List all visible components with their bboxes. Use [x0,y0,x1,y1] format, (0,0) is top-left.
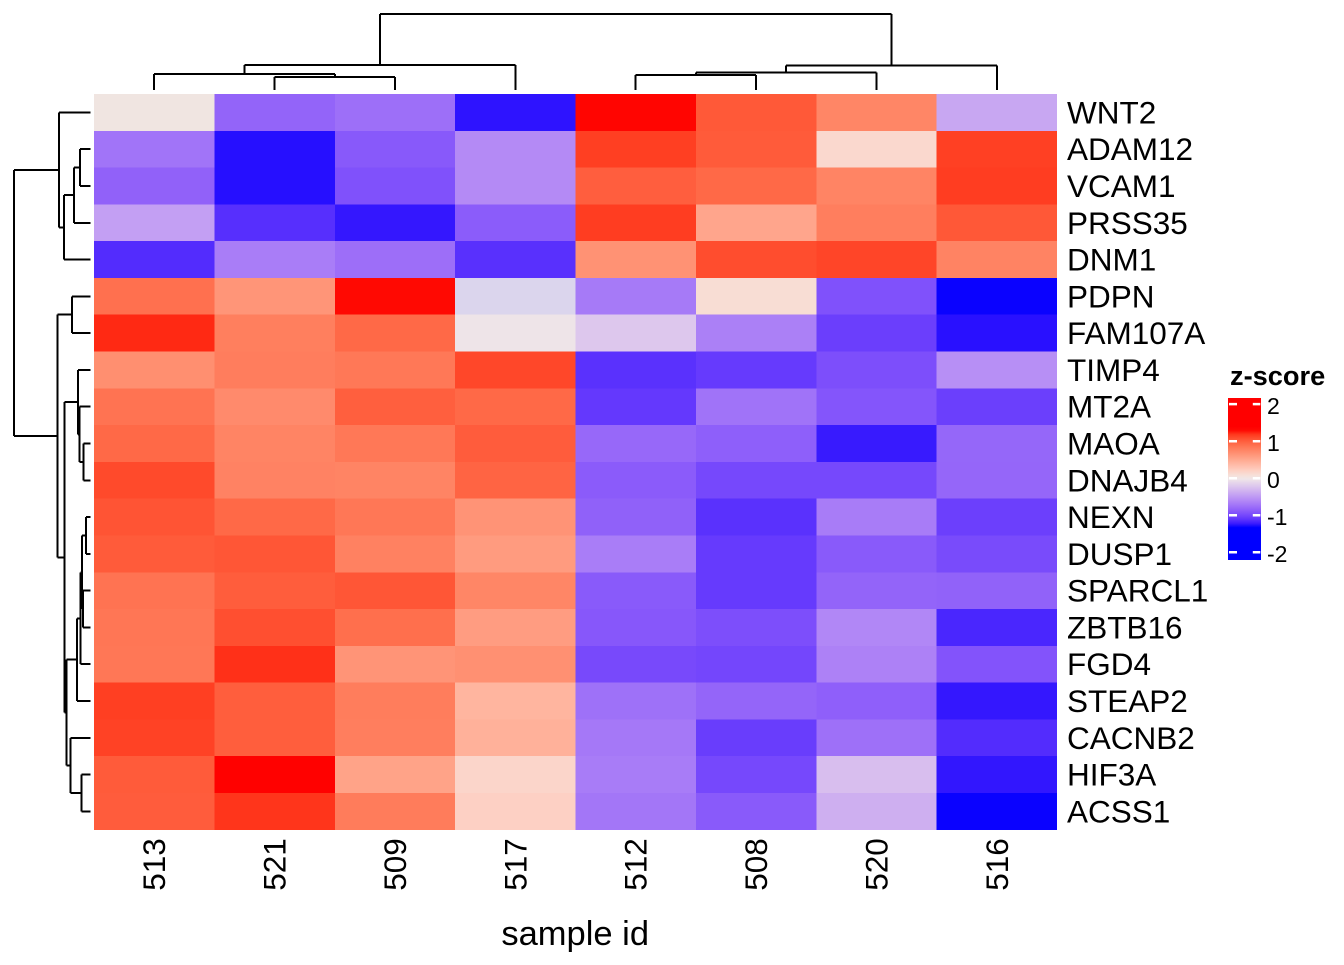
svg-text:SPARCL1: SPARCL1 [1067,573,1208,609]
svg-text:z-score: z-score [1230,360,1325,391]
svg-text:ZBTB16: ZBTB16 [1067,610,1183,646]
svg-text:ADAM12: ADAM12 [1067,131,1193,167]
svg-text:521: 521 [257,838,293,891]
svg-text:VCAM1: VCAM1 [1067,168,1176,204]
svg-text:FAM107A: FAM107A [1067,315,1205,351]
svg-text:DNAJB4: DNAJB4 [1067,462,1188,498]
svg-text:1: 1 [1267,430,1280,456]
svg-text:-2: -2 [1267,541,1287,567]
svg-text:STEAP2: STEAP2 [1067,683,1188,719]
svg-text:DNM1: DNM1 [1067,242,1156,278]
svg-text:513: 513 [136,838,172,891]
svg-text:-1: -1 [1267,504,1287,530]
svg-text:MAOA: MAOA [1067,426,1160,462]
svg-text:PRSS35: PRSS35 [1067,205,1188,241]
svg-text:2: 2 [1267,393,1280,419]
svg-text:HIF3A: HIF3A [1067,757,1156,793]
svg-text:FGD4: FGD4 [1067,646,1151,682]
svg-text:517: 517 [497,838,533,891]
svg-text:516: 516 [979,838,1015,891]
svg-text:TIMP4: TIMP4 [1067,352,1160,388]
svg-text:sample id: sample id [501,915,649,953]
svg-text:509: 509 [377,838,413,891]
svg-text:MT2A: MT2A [1067,389,1151,425]
svg-text:PDPN: PDPN [1067,278,1155,314]
svg-text:0: 0 [1267,467,1280,493]
svg-text:WNT2: WNT2 [1067,94,1156,130]
svg-text:CACNB2: CACNB2 [1067,720,1195,756]
svg-text:508: 508 [738,838,774,891]
svg-text:DUSP1: DUSP1 [1067,536,1172,572]
svg-text:ACSS1: ACSS1 [1067,793,1170,829]
svg-text:NEXN: NEXN [1067,499,1155,535]
svg-text:512: 512 [618,838,654,891]
svg-text:520: 520 [858,838,894,891]
